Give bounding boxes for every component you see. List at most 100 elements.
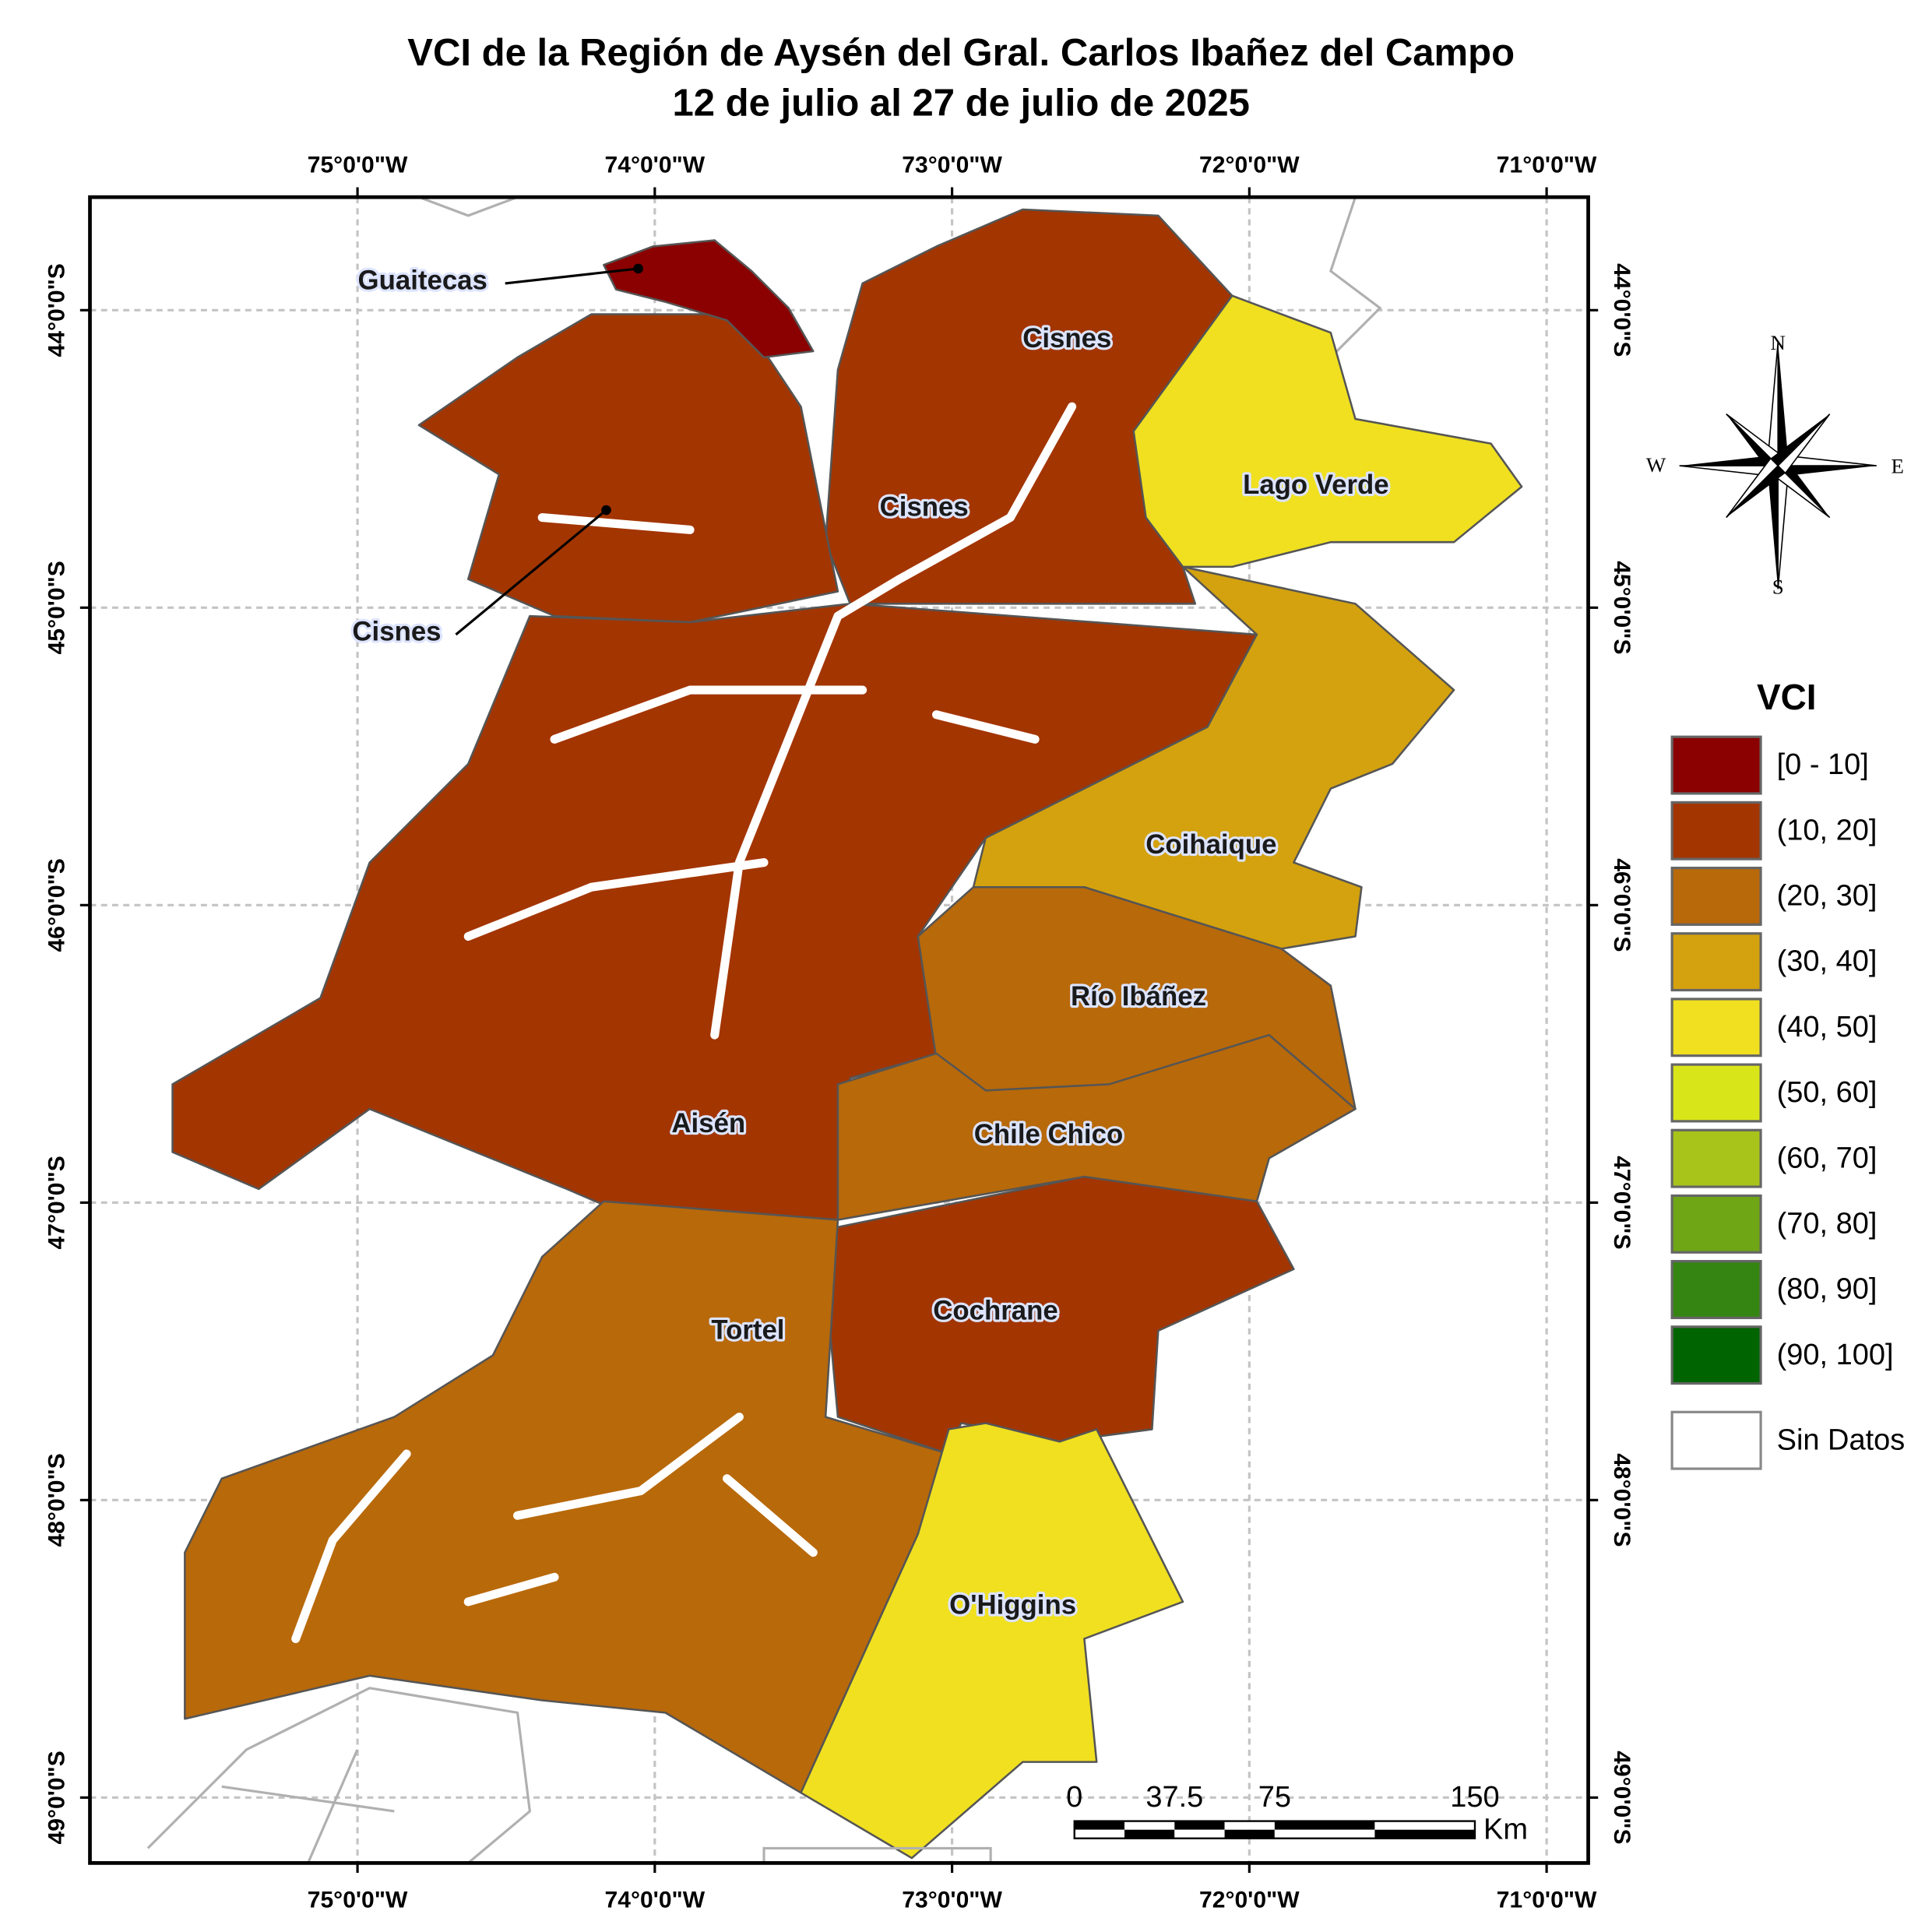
legend-label: (30, 40] (1777, 945, 1877, 978)
lon-label: 74°0'0"W (605, 1887, 706, 1913)
region-chile-chico (836, 1033, 1357, 1221)
scale-label: 75 (1258, 1781, 1291, 1814)
scale-label: 150 (1450, 1781, 1499, 1814)
region-lago-verde (1132, 294, 1523, 568)
region-label: Chile Chico (974, 1119, 1123, 1149)
lat-label: 49°0'0"S (1609, 1751, 1635, 1844)
legend-swatch (1670, 1410, 1762, 1470)
region-tortel (184, 1200, 950, 1794)
region-coihaique (972, 565, 1455, 950)
legend-label: (70, 80] (1777, 1207, 1877, 1240)
lat-label: 48°0'0"S (1609, 1453, 1635, 1547)
lon-label: 71°0'0"W (1497, 153, 1597, 178)
scale-segment (1124, 1821, 1175, 1830)
scale-label: 0 (1066, 1781, 1082, 1814)
region-label: O'Higgins (949, 1589, 1076, 1620)
leader-dot (633, 263, 643, 274)
lon-label: 73°0'0"W (902, 153, 1002, 178)
region-label: Cochrane (933, 1295, 1058, 1325)
region-label: Cisnes (352, 616, 441, 646)
lon-label: 73°0'0"W (902, 1887, 1002, 1913)
title-line: VCI de la Región de Aysén del Gral. Carl… (407, 32, 1515, 74)
lat-label: 46°0'0"S (44, 858, 69, 952)
region-label: Lago Verde (1243, 470, 1389, 500)
region-label: Guaitecas (358, 266, 487, 296)
legend-swatch (1670, 1260, 1762, 1319)
legend: [0 - 10] (10, 20] (20, 30] (30, 40] (40, 50]… (1670, 735, 1906, 1470)
scale-segment (1274, 1829, 1375, 1839)
lat-label: 49°0'0"S (44, 1751, 69, 1844)
lat-label: 47°0'0"S (1609, 1156, 1635, 1249)
legend-label: (60, 70] (1777, 1142, 1877, 1174)
scale-unit: Km (1483, 1813, 1528, 1846)
scale-segment (1274, 1821, 1375, 1830)
legend-label: (90, 100] (1777, 1339, 1894, 1371)
lat-label: 46°0'0"S (1609, 858, 1635, 952)
region-aisen (171, 603, 1258, 1227)
legend-swatch (1670, 1063, 1762, 1123)
scale-segment (1124, 1829, 1175, 1839)
region-label: Tortel (711, 1315, 784, 1346)
lon-label: 75°0'0"W (308, 153, 408, 178)
legend-swatch (1670, 1194, 1762, 1254)
map-frame (88, 195, 1590, 1865)
lon-label: 71°0'0"W (1497, 1887, 1597, 1913)
legend-label: (20, 30] (1777, 880, 1877, 913)
scale-segment (1224, 1821, 1275, 1830)
region-label: Cisnes (1022, 323, 1111, 354)
lat-label: 44°0'0"S (1609, 263, 1635, 357)
region-cisnes (417, 313, 839, 624)
lon-label: 72°0'0"W (1199, 1887, 1300, 1913)
legend-label: (40, 50] (1777, 1011, 1877, 1043)
legend-title: VCI (1757, 677, 1816, 717)
region-guaitecas (603, 239, 815, 359)
scale-segment (1374, 1821, 1475, 1830)
map-body (146, 197, 1523, 1863)
legend-swatch (1670, 998, 1762, 1057)
lat-label: 45°0'0"S (44, 561, 69, 654)
scale-segment (1374, 1829, 1475, 1839)
legend-swatch (1670, 735, 1762, 795)
lat-label: 44°0'0"S (44, 263, 69, 357)
scale-segment (1174, 1829, 1225, 1839)
leader-line (505, 267, 639, 285)
scale-outline (1073, 1820, 1476, 1839)
region-label: Río Ibáñez (1071, 981, 1206, 1012)
legend-swatch (1670, 866, 1762, 926)
legend-swatch (1670, 1325, 1762, 1385)
lat-label: 48°0'0"S (44, 1453, 69, 1547)
legend-label: (80, 90] (1777, 1273, 1877, 1306)
scale-segment (1074, 1821, 1125, 1830)
compass-letter: W (1646, 453, 1666, 477)
compass-letter: N (1771, 331, 1786, 354)
scale-segment (1074, 1829, 1125, 1839)
region-cochrane (812, 1175, 1295, 1455)
neighbor-outline (762, 1846, 992, 1863)
scale-segment (1174, 1821, 1225, 1830)
legend-label: [0 - 10] (1777, 748, 1869, 781)
neighbor-outline (146, 197, 1382, 1863)
lon-label: 72°0'0"W (1199, 153, 1300, 178)
region-label: Coihaique (1145, 829, 1276, 860)
lat-label: 47°0'0"S (44, 1156, 69, 1249)
leader-dot (601, 505, 611, 516)
legend-label: (10, 20] (1777, 814, 1877, 846)
compass-letter: S (1772, 575, 1784, 598)
compass-letter: E (1891, 454, 1903, 477)
legend-swatch (1670, 801, 1762, 860)
scale-segment (1224, 1829, 1275, 1839)
title-line: 12 de julio al 27 de julio de 2025 (672, 83, 1249, 125)
region-ohiggins (800, 1422, 1184, 1860)
region-label: Aisén (671, 1108, 745, 1138)
scale-label: 37.5 (1145, 1781, 1203, 1814)
leader-line (455, 509, 607, 636)
lon-label: 74°0'0"W (605, 153, 706, 178)
legend-swatch (1670, 932, 1762, 992)
legend-label: Sin Datos (1777, 1423, 1906, 1456)
fjord (291, 402, 1077, 1643)
legend-swatch (1670, 1128, 1762, 1188)
region-label: Cisnes (880, 492, 969, 523)
